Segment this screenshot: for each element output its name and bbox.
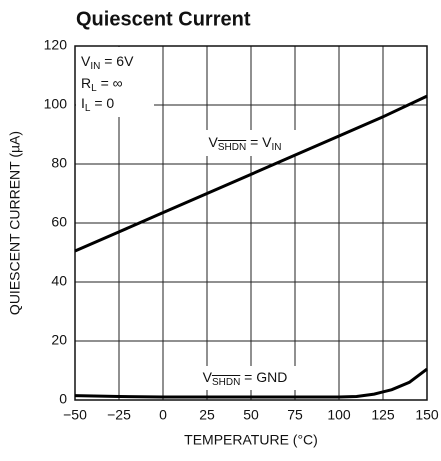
annotation: VSHDN = GND bbox=[203, 369, 288, 388]
x-tick-label: 150 bbox=[415, 407, 439, 423]
annotation: RL = ∞ bbox=[81, 75, 123, 94]
annotation-subscript: IN bbox=[271, 142, 281, 153]
annotation-text: R bbox=[81, 75, 91, 91]
x-tick-label: 25 bbox=[199, 407, 215, 423]
x-tick-label: 125 bbox=[371, 407, 395, 423]
annotation-text: V bbox=[81, 53, 91, 69]
chart-title: Quiescent Current bbox=[76, 8, 251, 30]
annotation-subscript: SHDN bbox=[218, 142, 246, 153]
y-tick-label: 100 bbox=[44, 96, 68, 112]
annotation-text: V bbox=[209, 134, 219, 150]
plot-frame bbox=[74, 45, 428, 401]
annotation-text: I bbox=[81, 95, 85, 111]
y-tick-label: 60 bbox=[51, 214, 67, 230]
x-tick-label: 75 bbox=[287, 407, 303, 423]
x-axis-label: TEMPERATURE (°C) bbox=[184, 432, 318, 448]
annotation-text: V bbox=[203, 369, 213, 385]
annotation-text: = 6V bbox=[100, 53, 134, 69]
annotation: IL = 0 bbox=[81, 95, 114, 114]
annotation-background bbox=[190, 366, 302, 390]
annotation-background bbox=[190, 130, 300, 156]
x-tick-label: 100 bbox=[327, 407, 351, 423]
y-tick-label: 80 bbox=[51, 155, 67, 171]
annotation-subscript: L bbox=[85, 103, 91, 114]
annotation: VSHDN = VIN bbox=[209, 134, 282, 153]
x-tick-label: −50 bbox=[63, 407, 87, 423]
annotation-subscript: SHDN bbox=[212, 377, 240, 388]
x-tick-label: 0 bbox=[159, 407, 167, 423]
annotation-text: = ∞ bbox=[97, 75, 123, 91]
line-series bbox=[74, 94, 428, 253]
y-axis-label: QUIESCENT CURRENT (µA) bbox=[7, 131, 23, 315]
annotation-subscript: IN bbox=[90, 61, 100, 72]
annotation-text: = GND bbox=[240, 369, 287, 385]
x-tick-label: −25 bbox=[107, 407, 131, 423]
y-tick-label: 40 bbox=[51, 273, 67, 289]
annotation-text: = 0 bbox=[90, 95, 114, 111]
annotation-subscript: L bbox=[91, 83, 97, 94]
y-tick-label: 120 bbox=[44, 37, 68, 53]
y-tick-label: 20 bbox=[51, 332, 67, 348]
x-tick-label: 50 bbox=[243, 407, 259, 423]
annotation-text: = V bbox=[246, 134, 272, 150]
y-tick-label: 0 bbox=[59, 391, 67, 407]
line-series bbox=[74, 367, 428, 399]
annotation-background bbox=[76, 47, 154, 117]
annotation: VIN = 6V bbox=[81, 53, 134, 72]
